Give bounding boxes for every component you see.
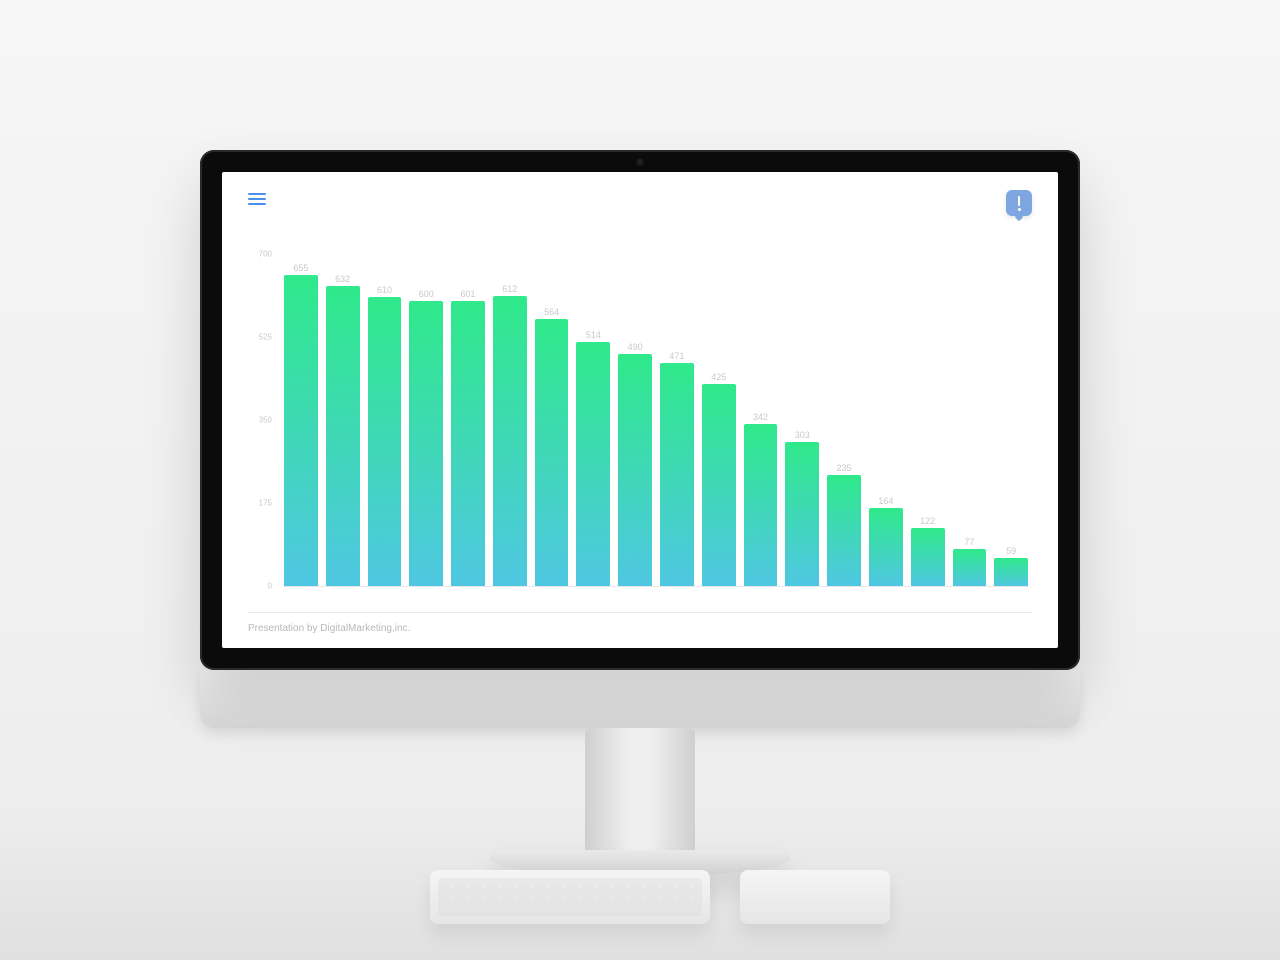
bar-value-label: 164 [878,497,893,506]
bar-column: 564 [535,254,569,586]
y-tick-label: 350 [259,416,272,425]
bar [326,286,360,586]
bar-value-label: 471 [669,352,684,361]
bar [284,275,318,586]
exclamation-icon [1018,196,1020,206]
bar-column: 122 [911,254,945,586]
bar [368,297,402,586]
bar-value-label: 342 [753,413,768,422]
bar-value-label: 122 [920,517,935,526]
y-tick-label: 525 [259,333,272,342]
bar-column: 342 [744,254,778,586]
monitor-mockup: 0 175 350 525 700 655 632 610 600 601 612 564 514 49… [200,150,1080,728]
bar [576,342,610,586]
bar [618,354,652,586]
notification-badge-icon[interactable] [1006,190,1032,216]
bar-column: 77 [953,254,987,586]
bar-column: 601 [451,254,485,586]
bar-column: 632 [326,254,360,586]
y-tick-label: 175 [259,499,272,508]
bar-column: 490 [618,254,652,586]
monitor-chin [200,670,1080,728]
chart-area: 0175350525700 65563261060060161256451449… [248,254,1032,604]
bar-column: 471 [660,254,694,586]
bar-value-label: 610 [377,286,392,295]
bar-value-label: 77 [964,538,974,547]
y-axis: 0175350525700 [248,254,278,586]
bar-column: 235 [827,254,861,586]
bar [869,508,903,586]
bar-column: 600 [409,254,443,586]
bar-column: 303 [785,254,819,586]
bar-value-label: 514 [586,331,601,340]
top-bar [248,190,1032,224]
y-tick-label: 700 [259,250,272,259]
bar-chart: 0175350525700 65563261060060161256451449… [248,254,1032,604]
bar [493,296,527,586]
bar-column: 610 [368,254,402,586]
bar [744,424,778,586]
plot-area: 655 632 610 600 601 612 564 514 490 471 425 342 303 2… [284,254,1028,586]
bar-column: 655 [284,254,318,586]
bar-value-label: 632 [335,275,350,284]
bar [535,319,569,586]
chart-baseline [284,586,1028,587]
bar-value-label: 600 [419,290,434,299]
menu-icon[interactable] [248,190,266,208]
app-ui: 0 175 350 525 700 655 632 610 600 601 612 564 514 49… [222,172,1058,648]
bar-value-label: 235 [837,464,852,473]
bar [827,475,861,586]
bar-value-label: 490 [628,343,643,352]
bar-column: 164 [869,254,903,586]
bar-value-label: 425 [711,373,726,382]
bar [994,558,1028,586]
monitor-stand-neck [585,728,695,868]
screen: 0 175 350 525 700 655 632 610 600 601 612 564 514 49… [222,172,1058,648]
y-tick-label: 0 [268,582,272,591]
bar-value-label: 655 [293,264,308,273]
footer: Presentation by DigitalMarketing,inc. [248,612,1032,634]
bar [409,301,443,586]
bar-column: 425 [702,254,736,586]
bar-value-label: 612 [502,285,517,294]
trackpad [740,870,890,924]
bar [953,549,987,586]
scene: 0 175 350 525 700 655 632 610 600 601 612 564 514 49… [0,0,1280,960]
camera-dot [636,158,644,166]
bar-value-label: 59 [1006,547,1016,556]
bar-column: 612 [493,254,527,586]
monitor-bezel: 0 175 350 525 700 655 632 610 600 601 612 564 514 49… [200,150,1080,670]
bar [660,363,694,586]
bar-value-label: 564 [544,308,559,317]
bar [451,301,485,586]
bar-column: 514 [576,254,610,586]
bar-column: 59 [994,254,1028,586]
bar [785,442,819,586]
footer-text: Presentation by DigitalMarketing,inc. [248,623,410,634]
bar-value-label: 601 [461,290,476,299]
bar [911,528,945,586]
bar [702,384,736,586]
bar-value-label: 303 [795,431,810,440]
keyboard [430,870,710,924]
